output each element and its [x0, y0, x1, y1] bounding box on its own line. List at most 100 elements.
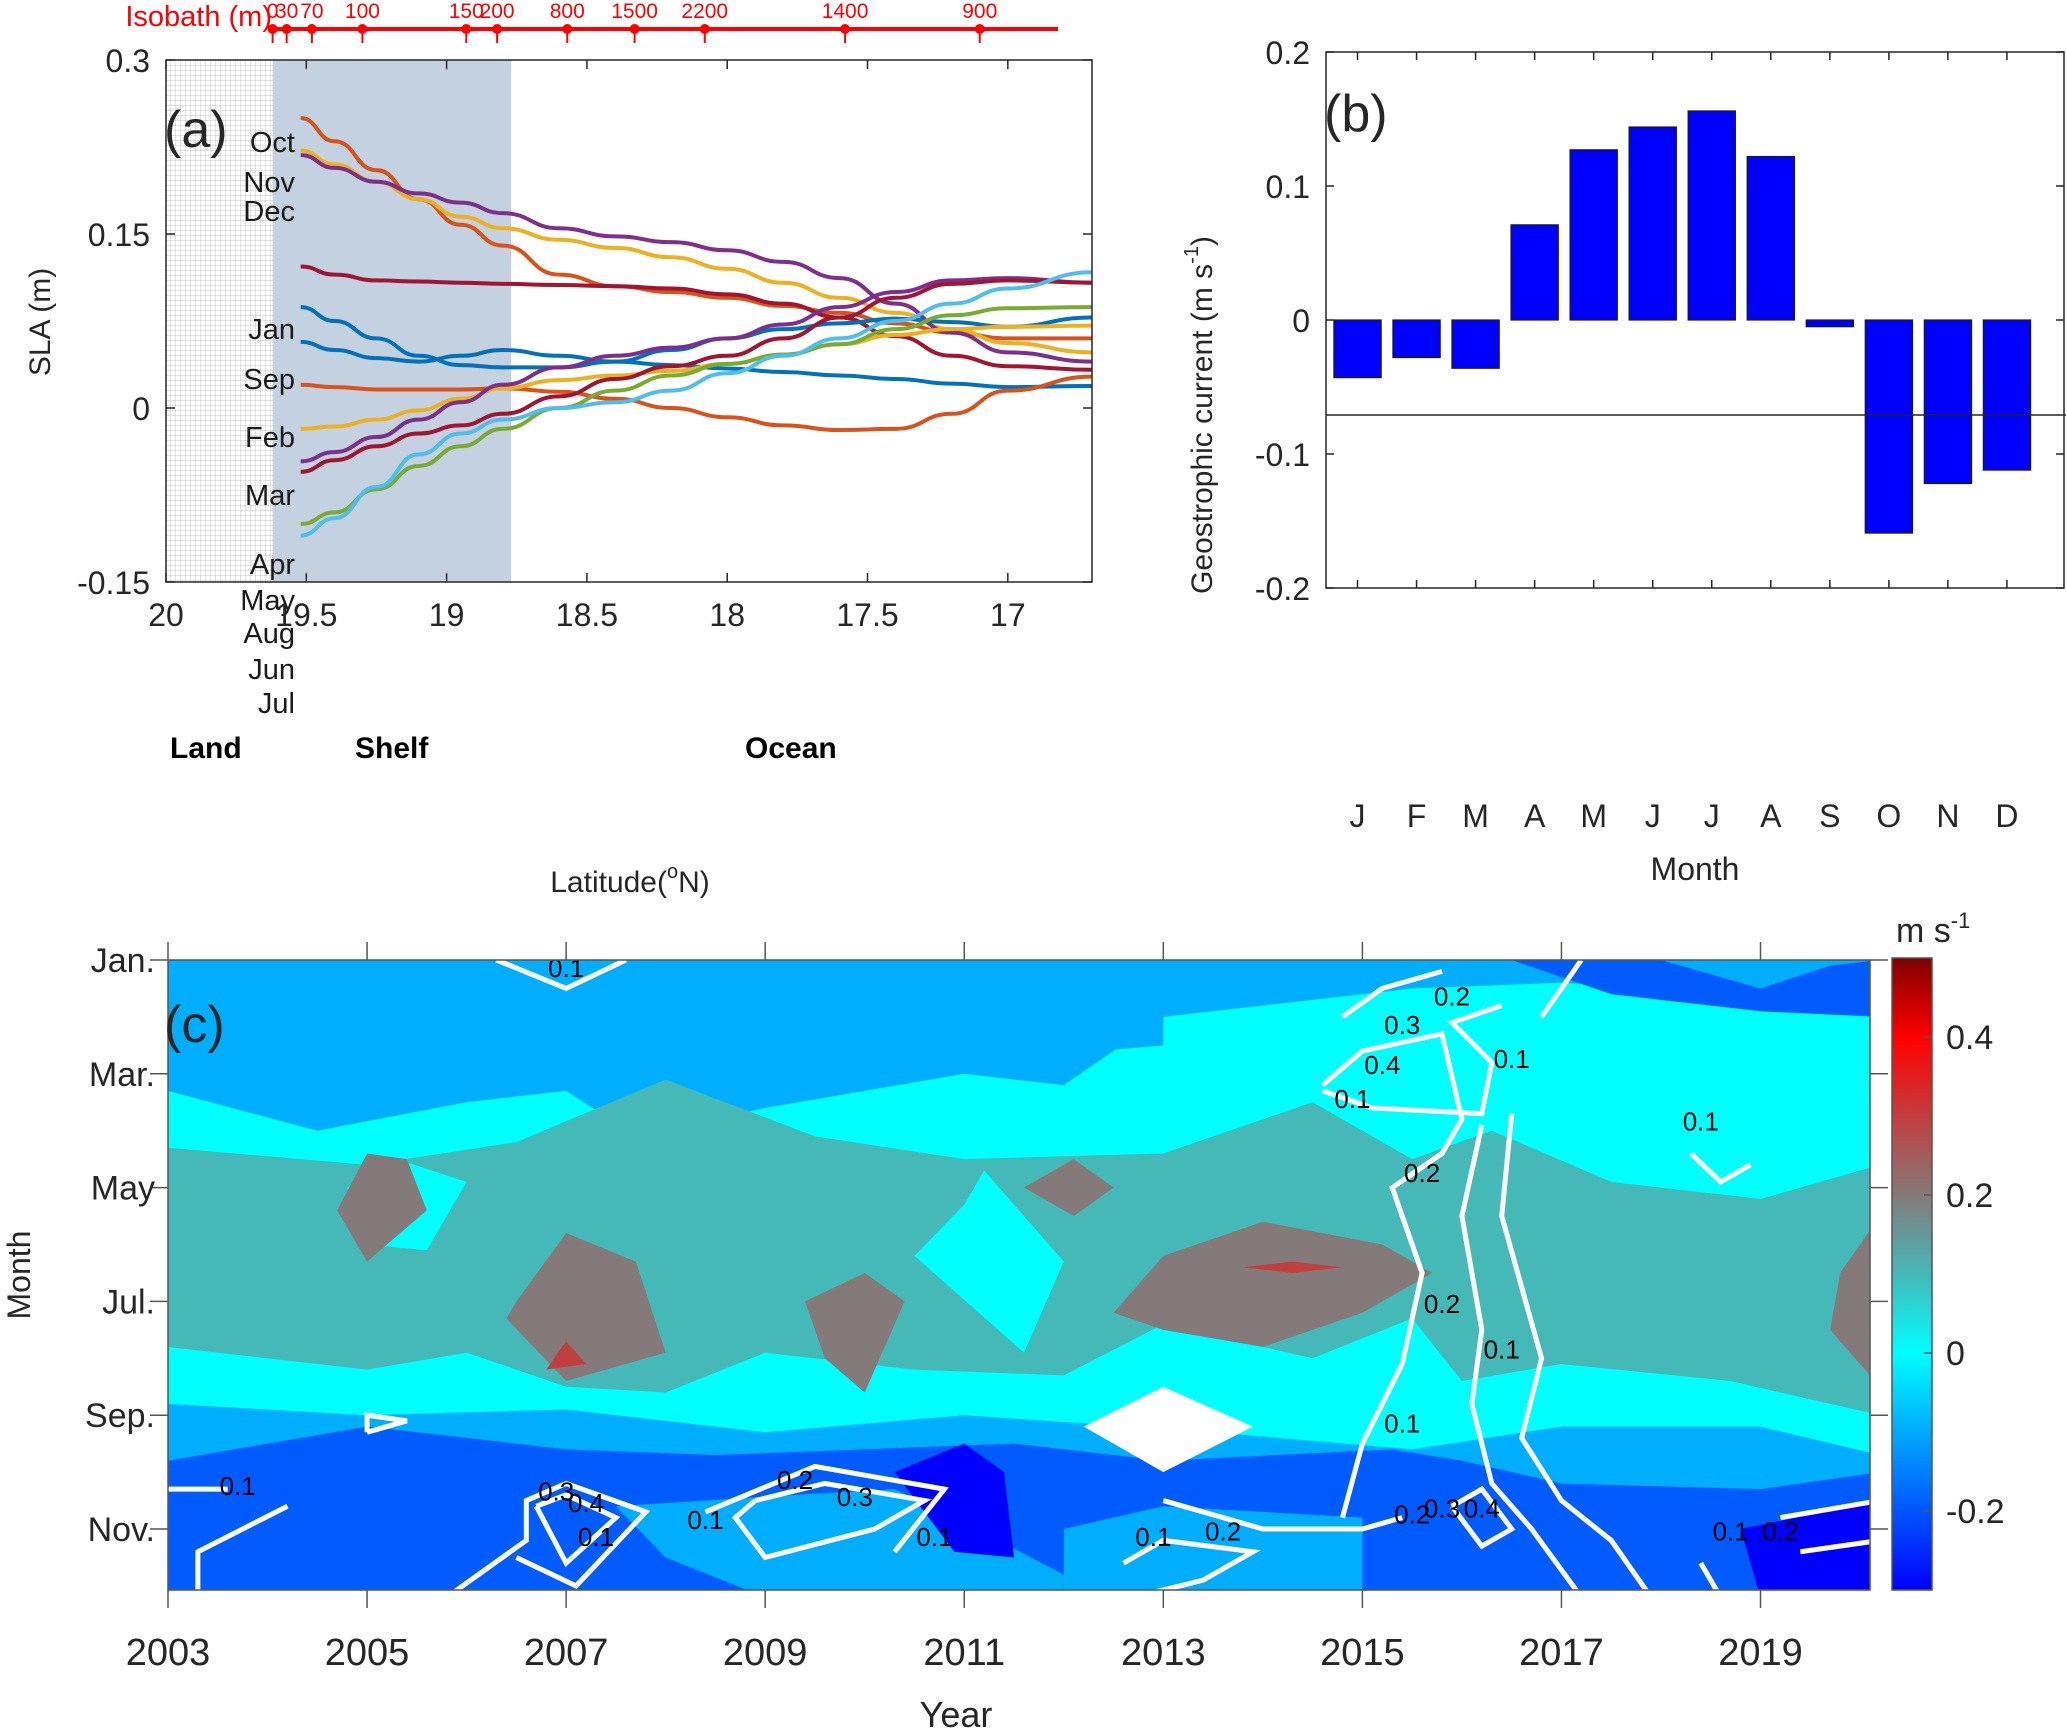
contour-label: 0.4 [568, 1488, 604, 1518]
colorbar-ticks: 0.4 0.2 0 -0.2 [1924, 1019, 2005, 1531]
month-label-jul: Jul [258, 688, 295, 720]
contour-band-03 [1242, 1261, 1343, 1273]
contour-band-02 [1113, 1221, 1433, 1347]
isobath-depth-label: 0 [267, 0, 279, 23]
contour-label: 0.1 [1334, 1084, 1370, 1114]
contour-line-01 [1459, 1124, 1580, 1590]
x-tick-label: M [1462, 798, 1489, 834]
x-tick-label: M [1580, 798, 1607, 834]
region-label-ocean: Ocean [745, 732, 837, 765]
x-tick-label: 2007 [524, 1632, 609, 1674]
x-tick-label: O [1876, 798, 1901, 834]
y-tick-label: -0.2 [1255, 571, 1310, 607]
bar-4 [1510, 224, 1559, 321]
contour-line-02 [1320, 1031, 1465, 1519]
y-tick-label: Sep. [85, 1397, 155, 1435]
contour-label: 0.3 [538, 1477, 574, 1507]
bar-5 [1569, 149, 1618, 321]
missing-data-patch [1083, 1386, 1253, 1473]
contour-band-neg02 [168, 1426, 1870, 1590]
filled-contours [168, 960, 1870, 1590]
contour-line-01 [452, 1480, 651, 1590]
line-dec [300, 153, 1092, 364]
isobath-title: Isobath (m) [125, 1, 272, 33]
colorbar-tick-label: 0.4 [1946, 1019, 1993, 1057]
y-tick-label: Mar. [89, 1056, 155, 1094]
contour-label: 0.1 [1683, 1107, 1719, 1137]
contour-band-02 [1023, 1159, 1114, 1217]
x-tick-label: 2017 [1519, 1632, 1604, 1674]
x-label-main: Latitude( [550, 866, 667, 899]
y-axis-label-c: Month [1, 1231, 37, 1320]
contour-line-01 [364, 1412, 408, 1435]
x-tick-label: 2005 [325, 1632, 410, 1674]
y-tick-label: -0.1 [1255, 437, 1310, 473]
x-tick-label: J [1350, 798, 1366, 834]
x-tick-label: S [1819, 798, 1840, 834]
x-tick-label: D [1995, 798, 2018, 834]
contour-line-01 [1499, 1113, 1649, 1590]
contour-line-01 [1539, 960, 1584, 1019]
colorbar-gradient [1891, 957, 1933, 1591]
isobath-depth-label: 100 [345, 0, 380, 23]
panel-label-a: (a) [164, 101, 228, 159]
y-tick-label: 0.2 [1266, 35, 1310, 71]
line-aug [300, 278, 1092, 474]
y-tick-label: Nov. [88, 1511, 155, 1549]
x-tick-label: 17 [990, 597, 1026, 633]
x-tick-label: F [1407, 798, 1427, 834]
contour-line-02 [1162, 1498, 1403, 1532]
y-tick-label: Jul. [102, 1283, 155, 1321]
line-apr [300, 323, 1092, 431]
x-tick-label: 2009 [723, 1632, 808, 1674]
bar-6 [1628, 126, 1677, 321]
axis-ticks-a: 20 19.5 19 18.5 18 17.5 17 0.3 0.15 0 -0.15 [77, 43, 1092, 633]
panel-label-c: (c) [164, 996, 225, 1054]
isobath-depth-label: 900 [962, 0, 997, 23]
contour-label: 0.1 [1484, 1334, 1520, 1364]
contour-band-neg02-upper [1511, 960, 1870, 1017]
bar-2 [1392, 319, 1441, 359]
contour-label: 0.1 [548, 953, 584, 983]
contour-line-01 [1689, 1151, 1752, 1186]
x-axis-label-a: Latitude(oN) [550, 861, 710, 899]
contour-line-01 [1698, 1561, 1720, 1590]
month-label-sep: Sep [243, 364, 295, 396]
contour-band-02 [337, 1153, 427, 1262]
colorbar-tick-label: -0.2 [1946, 1493, 2005, 1531]
isobath-depth-label: 30 [275, 0, 298, 23]
month-label-jun: Jun [248, 654, 295, 686]
isobath-depth-label: 200 [480, 0, 515, 23]
x-tick-label: J [1704, 798, 1720, 834]
line-jan [300, 264, 1092, 372]
isobath-depth-label: 1400 [822, 0, 869, 23]
colorbar-title: m s-1 [1896, 908, 1970, 950]
y-tick-label: -0.15 [77, 565, 150, 601]
colorbar-unit: m s [1896, 912, 1951, 950]
month-label-dec: Dec [243, 196, 295, 228]
bar-1 [1333, 319, 1382, 379]
month-label-jan: Jan [248, 314, 295, 346]
x-axis-label-b: Month [1651, 851, 1740, 887]
y-label-b-end: ) [1186, 236, 1219, 246]
line-jul [300, 270, 1092, 538]
contour-line-02 [1779, 1499, 1870, 1521]
x-label-sup: o [667, 861, 678, 883]
contour-label: 0.3 [1384, 1010, 1420, 1040]
bar-11 [1923, 319, 1973, 485]
contour-label: 0.1 [687, 1505, 723, 1535]
month-label-nov: Nov [243, 167, 295, 199]
region-label-shelf: Shelf [355, 732, 429, 765]
contour-label: 0.1 [220, 1471, 256, 1501]
y-tick-label: Jan. [91, 942, 155, 980]
y-tick-label: 0 [132, 391, 150, 427]
x-tick-label: 2013 [1121, 1632, 1206, 1674]
x-tick-label: A [1760, 798, 1782, 834]
x-tick-label: 2015 [1320, 1632, 1405, 1674]
month-label-apr: Apr [250, 549, 295, 581]
isobath-depth-label: 800 [550, 0, 585, 23]
region-land [166, 60, 273, 582]
contour-label: 0.1 [1494, 1044, 1530, 1074]
